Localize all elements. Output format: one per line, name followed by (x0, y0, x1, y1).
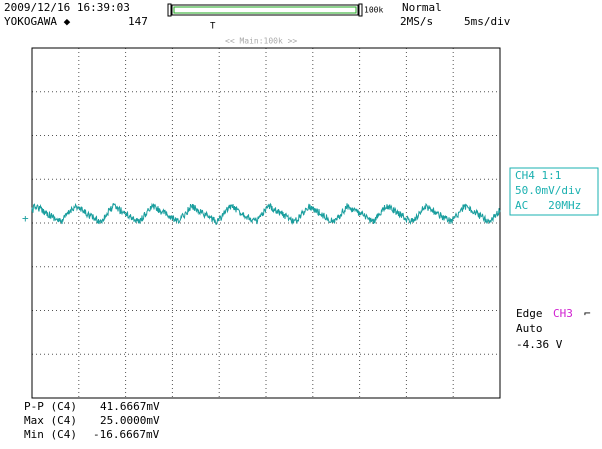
zoom-bar-window (173, 6, 357, 14)
trigger-type: Edge (516, 307, 543, 320)
sample-rate: 2MS/s (400, 15, 433, 28)
meas-label: Max (C4) (24, 414, 77, 427)
channel-line: AC 20MHz (515, 199, 581, 212)
trigger-pos: T (210, 22, 216, 32)
ground-marker: + (22, 212, 29, 225)
zoom-window: << Main:100k >> (225, 37, 297, 46)
channel-box (509, 167, 599, 216)
zoom-label: 100k (364, 6, 383, 15)
zoom-bar (171, 4, 359, 16)
meas-label: Min (C4) (24, 428, 77, 441)
trigger-source: CH3 (553, 307, 573, 320)
zoom-bar-end (358, 3, 363, 17)
waveform (31, 202, 501, 226)
trigger-slope: ⌐ (584, 307, 591, 320)
meas-label: P-P (C4) (24, 400, 77, 413)
record-length: 147 (128, 15, 148, 28)
zoom-bar-start (167, 3, 172, 17)
channel-line: CH4 1:1 (515, 169, 561, 182)
meas-value: 25.0000mV (100, 414, 160, 427)
channel-line: 50.0mV/div (515, 184, 582, 197)
mode: Normal (402, 1, 442, 14)
meas-value: 41.6667mV (100, 400, 160, 413)
meas-value: -16.6667mV (93, 428, 160, 441)
time-div: 5ms/div (464, 15, 511, 28)
screen-frame (31, 47, 501, 399)
trigger-level: -4.36 V (516, 338, 563, 351)
timestamp: 2009/12/16 16:39:03 (4, 1, 130, 14)
trigger-mode: Auto (516, 322, 543, 335)
brand: YOKOGAWA ◆ (4, 15, 71, 28)
